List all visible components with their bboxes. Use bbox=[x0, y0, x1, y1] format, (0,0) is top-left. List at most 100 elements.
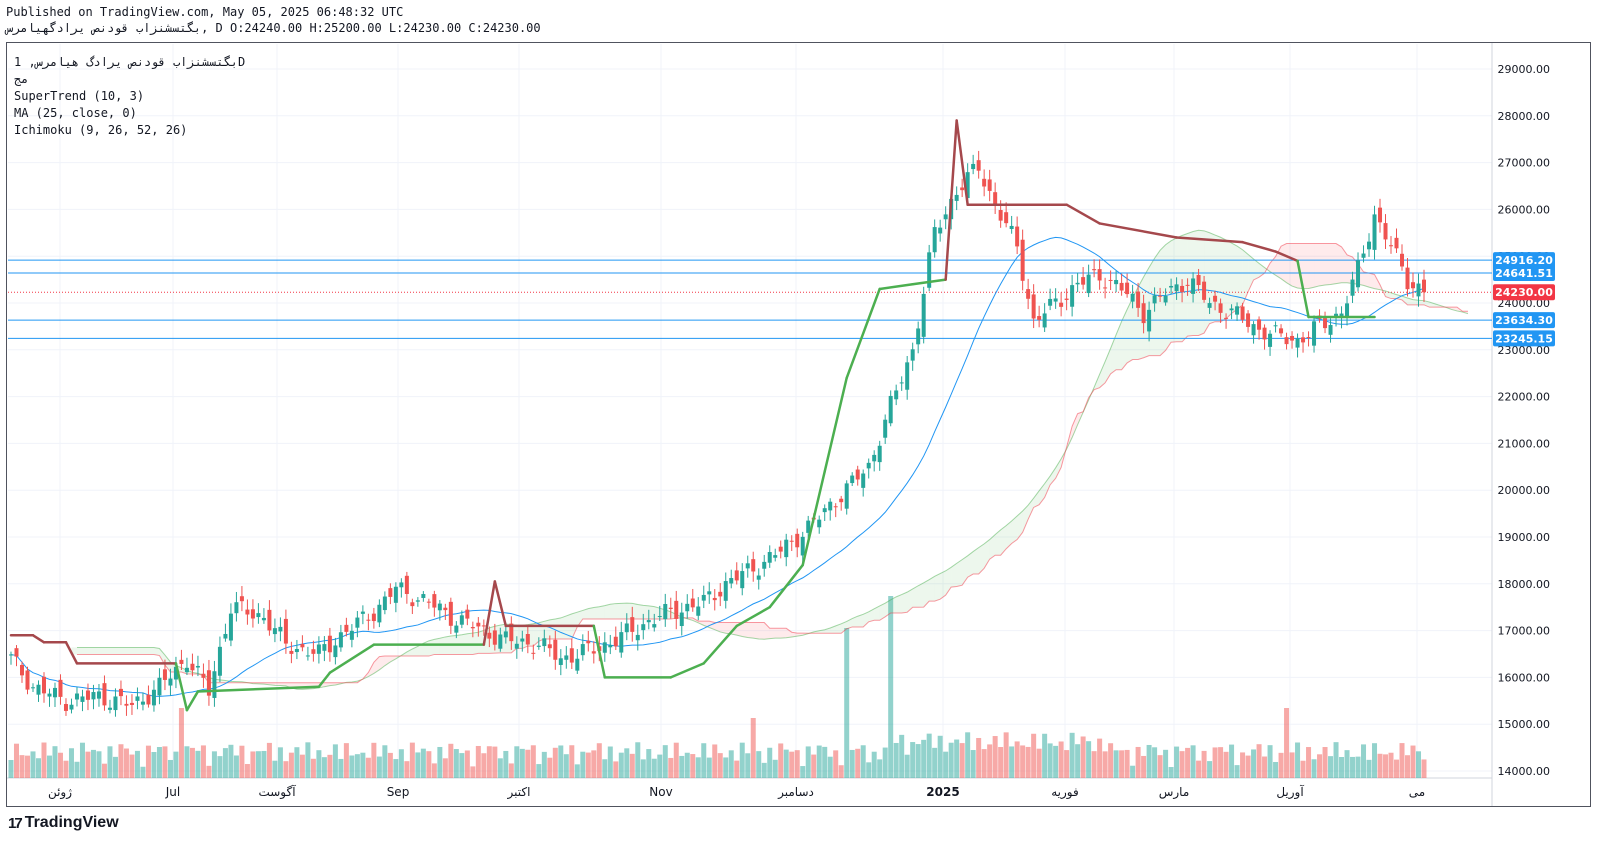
candle-body bbox=[767, 552, 772, 563]
candle bbox=[894, 384, 899, 406]
candle-body bbox=[899, 382, 904, 384]
candle bbox=[520, 630, 525, 652]
candle-body bbox=[168, 678, 173, 686]
candle-body bbox=[470, 627, 475, 629]
candle bbox=[1202, 275, 1207, 303]
cloud-segment bbox=[742, 622, 748, 638]
cloud-segment bbox=[753, 622, 759, 639]
candle bbox=[1103, 277, 1108, 299]
volume-bar bbox=[453, 749, 459, 778]
candle bbox=[1059, 292, 1064, 317]
candle-body bbox=[1400, 253, 1405, 267]
volume-bar bbox=[1273, 761, 1279, 778]
volume-bar bbox=[206, 765, 212, 778]
candle-body bbox=[300, 644, 305, 648]
chart-frame[interactable] bbox=[6, 42, 1591, 807]
volume-bar bbox=[1135, 746, 1141, 778]
candle bbox=[712, 589, 717, 611]
candle-body bbox=[443, 607, 448, 611]
candle bbox=[404, 571, 409, 604]
cloud-segment bbox=[1127, 298, 1133, 363]
volume-bar bbox=[244, 764, 250, 778]
candle bbox=[987, 169, 992, 202]
candle bbox=[888, 390, 893, 427]
candle-body bbox=[388, 588, 393, 597]
volume-bar bbox=[514, 746, 520, 778]
candle bbox=[305, 646, 310, 661]
candle-body bbox=[1042, 313, 1047, 328]
candle-body bbox=[459, 615, 464, 625]
cloud-segment bbox=[929, 576, 935, 602]
legend-ma[interactable]: MA (25, close, 0) bbox=[14, 106, 137, 120]
candle-body bbox=[1009, 225, 1014, 230]
legend-supertrend[interactable]: SuperTrend (10, 3) bbox=[14, 89, 145, 103]
candle-body bbox=[894, 390, 899, 400]
volume-bar bbox=[1218, 747, 1224, 778]
volume-bar bbox=[1113, 750, 1119, 778]
candle-body bbox=[74, 693, 79, 700]
candle-body bbox=[421, 594, 426, 598]
cloud-segment bbox=[1105, 348, 1111, 383]
cloud-segment bbox=[775, 628, 781, 639]
volume-bar bbox=[288, 752, 294, 778]
candle bbox=[41, 672, 46, 703]
supertrend-segment bbox=[1065, 203, 1101, 225]
candle-body bbox=[943, 214, 948, 220]
cloud-segment bbox=[1154, 250, 1161, 356]
candle-body bbox=[19, 664, 24, 676]
cloud-segment bbox=[1402, 296, 1408, 305]
candle bbox=[624, 613, 629, 641]
candle bbox=[1235, 302, 1240, 321]
volume-bar bbox=[497, 758, 503, 778]
candle bbox=[85, 683, 90, 711]
candle-body bbox=[1411, 282, 1416, 289]
tradingview-logo[interactable]: 17 TradingView bbox=[8, 814, 119, 832]
candle bbox=[954, 186, 959, 211]
candle bbox=[1240, 302, 1245, 323]
candle bbox=[707, 582, 712, 604]
cloud-segment bbox=[159, 648, 165, 665]
candle bbox=[289, 641, 294, 664]
volume-bar bbox=[970, 750, 976, 778]
candle bbox=[63, 698, 68, 716]
volume-bar bbox=[1311, 759, 1317, 778]
volume-bar bbox=[651, 758, 657, 778]
cloud-segment bbox=[857, 614, 864, 627]
volume-bar bbox=[1163, 749, 1169, 778]
candle bbox=[1048, 288, 1053, 311]
candle bbox=[1163, 288, 1168, 306]
candle-body bbox=[239, 596, 244, 602]
candle bbox=[1350, 271, 1355, 303]
volume-bar bbox=[470, 766, 476, 778]
cloud-segment bbox=[791, 632, 798, 637]
volume-bar bbox=[695, 757, 701, 778]
candle-body bbox=[1262, 327, 1267, 340]
candle-body bbox=[608, 645, 613, 648]
candle bbox=[1422, 269, 1426, 302]
cloud-segment bbox=[1341, 246, 1348, 283]
price-label-text: 24230.00 bbox=[1495, 286, 1553, 299]
volume-bar bbox=[800, 766, 806, 778]
candle bbox=[294, 639, 299, 660]
volume-bar bbox=[954, 739, 960, 778]
candle-body bbox=[877, 445, 882, 463]
candle-body bbox=[927, 252, 932, 288]
price-label-text: 24641.51 bbox=[1495, 267, 1553, 280]
volume-bar bbox=[1097, 738, 1103, 778]
legend-ichimoku[interactable]: Ichimoku (9, 26, 52, 26) bbox=[14, 123, 188, 137]
volume-bar bbox=[35, 758, 41, 778]
candle-body bbox=[91, 692, 96, 700]
candle-body bbox=[1015, 226, 1020, 247]
candle-body bbox=[333, 645, 338, 658]
cloud-segment bbox=[786, 628, 792, 638]
volume-bar bbox=[1069, 732, 1075, 778]
cloud-segment bbox=[962, 555, 968, 586]
volume-bar bbox=[134, 750, 140, 778]
candle bbox=[1086, 264, 1091, 298]
volume-bar bbox=[1014, 741, 1020, 778]
candle bbox=[877, 440, 882, 471]
candle bbox=[1345, 295, 1350, 326]
candle-body bbox=[58, 679, 63, 697]
candle-body bbox=[228, 613, 233, 641]
